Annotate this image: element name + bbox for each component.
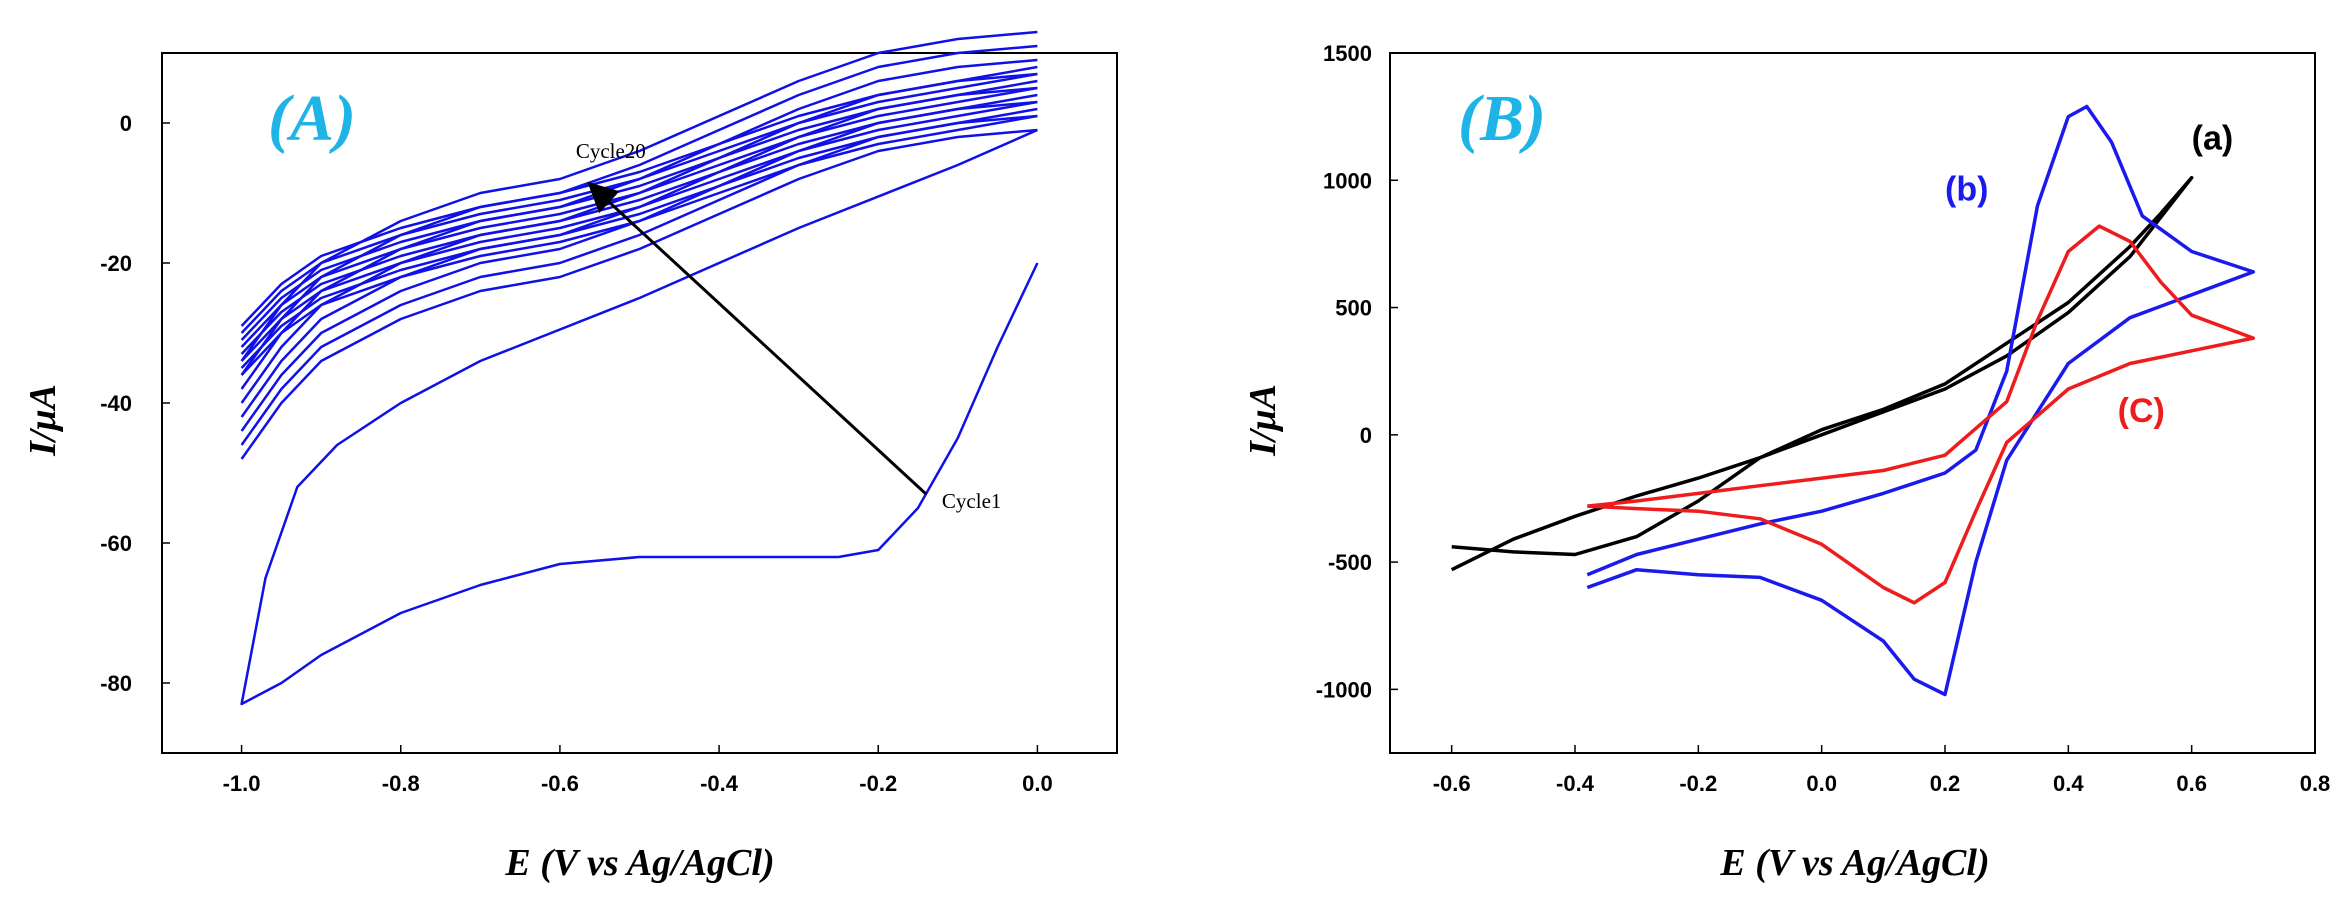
x-tick-label-b: -0.4 <box>1556 771 1595 796</box>
x-tick-label-a: -0.4 <box>700 771 739 796</box>
y-tick-label-b: -1000 <box>1316 677 1372 702</box>
curves-a <box>240 30 1039 706</box>
panel-label-a: (A) <box>268 82 356 155</box>
cycle-curve-0-0 <box>240 128 1039 706</box>
curve-label-c: (C) <box>2118 392 2165 430</box>
x-tick-label-b: -0.2 <box>1679 771 1717 796</box>
cv-curve-1 <box>1586 104 2256 697</box>
x-tick-label-b: 0.2 <box>1930 771 1961 796</box>
x-tick-label-b: -0.6 <box>1433 771 1471 796</box>
panel-b: 1500 1000 500 0 -500 -1000 -0.6 -0.4 -0.2 0.0 0.2… <box>1242 41 2330 884</box>
annotation-cycle1: Cycle1 <box>942 489 1001 513</box>
y-tick-label-b: -500 <box>1328 550 1372 575</box>
cycle-curve-2-1 <box>240 107 1038 369</box>
x-tick-label-a: 0.0 <box>1022 771 1053 796</box>
plot-frame-b <box>1389 52 2316 754</box>
y-tick-label-a: -80 <box>100 671 132 696</box>
plot-frame-a <box>161 52 1118 754</box>
x-axis-title-a: E (V vs Ag/AgCl) <box>504 842 774 884</box>
x-ticks-b: -0.6 -0.4 -0.2 0.0 0.2 0.4 0.6 0.8 <box>1433 745 2331 796</box>
curves-b <box>1450 104 2256 697</box>
x-tick-label-b: 0.8 <box>2300 771 2331 796</box>
cycle-curve-2-2 <box>240 100 1038 362</box>
y-tick-label-a: -40 <box>100 391 132 416</box>
y-tick-label-b: 1000 <box>1323 168 1372 193</box>
cycle-arrow <box>587 181 928 496</box>
cycle-curve-1-0 <box>240 128 1038 460</box>
y-tick-label-b: 0 <box>1360 423 1372 448</box>
y-tick-label-a: -60 <box>100 531 132 556</box>
y-tick-label-a: 0 <box>120 111 132 136</box>
x-tick-label-a: -0.8 <box>382 771 420 796</box>
y-ticks-a: 0 -20 -40 -60 -80 <box>100 111 170 696</box>
x-tick-label-a: -1.0 <box>223 771 261 796</box>
y-tick-label-b: 500 <box>1335 296 1372 321</box>
x-tick-label-b: 0.6 <box>2176 771 2207 796</box>
x-axis-title-b: E (V vs Ag/AgCl) <box>1719 842 1989 884</box>
cycle-curve-1-6 <box>240 44 1038 376</box>
x-tick-label-a: -0.2 <box>859 771 897 796</box>
y-tick-label-b: 1500 <box>1323 41 1372 66</box>
annotation-cycle20: Cycle20 <box>576 139 646 163</box>
x-tick-label-a: -0.6 <box>541 771 579 796</box>
x-tick-label-b: 0.4 <box>2053 771 2084 796</box>
cv-curve-2 <box>1587 224 2256 605</box>
cycle-curve-1-7 <box>240 30 1038 362</box>
panel-label-b: (B) <box>1458 82 1546 155</box>
curve-label-a: (a) <box>2192 120 2234 158</box>
y-ticks-b: 1500 1000 500 0 -500 -1000 <box>1316 41 1398 702</box>
y-tick-label-a: -20 <box>100 251 132 276</box>
y-axis-title-a: I/μA <box>22 384 64 457</box>
x-ticks-a: -1.0 -0.8 -0.6 -0.4 -0.2 0.0 <box>223 745 1053 796</box>
x-tick-label-b: 0.0 <box>1806 771 1837 796</box>
curve-label-b: (b) <box>1945 171 1988 209</box>
cycle-curve-2-0 <box>240 114 1038 376</box>
y-axis-title-b: I/μA <box>1242 384 1284 457</box>
panel-a: 0 -20 -40 -60 -80 -1.0 -0.8 -0.6 -0.4 -0.2 0.0 Cy… <box>22 30 1118 884</box>
